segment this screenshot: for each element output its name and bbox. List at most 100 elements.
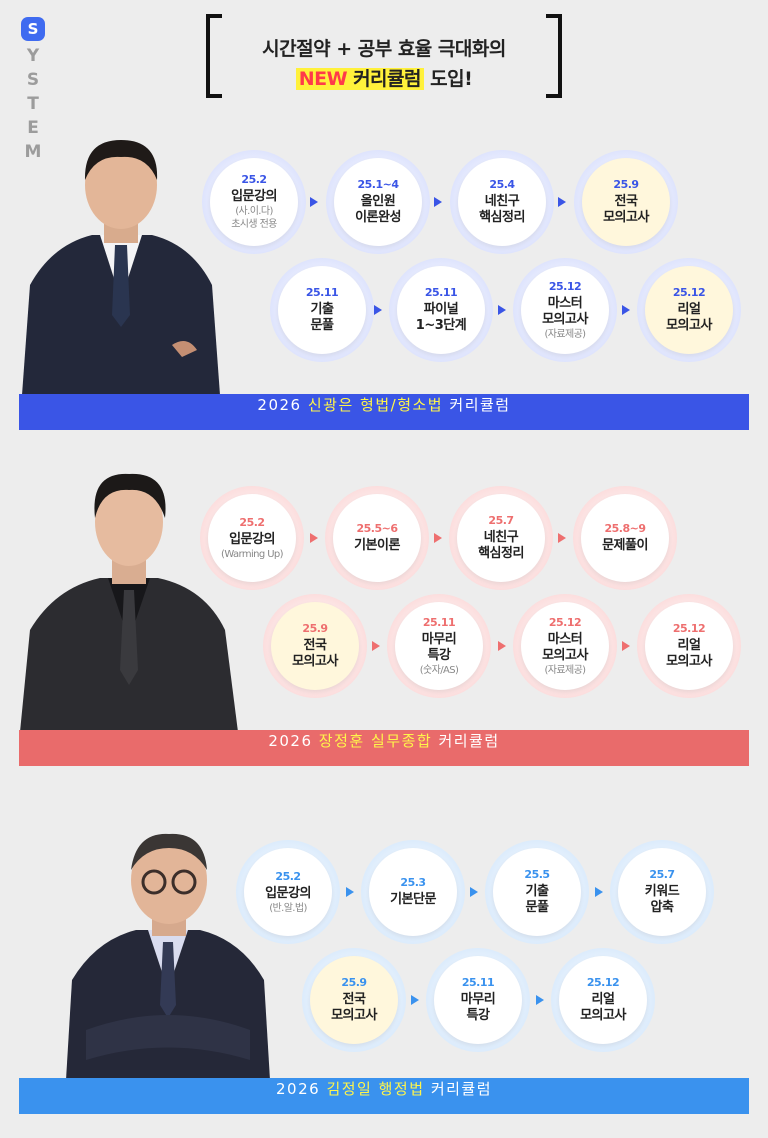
step-title: 파이널 [423,302,459,317]
step-title: 모의고사 [331,1008,377,1023]
step-title: 기본단문 [390,892,436,907]
step-circle: 25.7 키워드 압축 [610,840,714,944]
step-title: 마스터 [547,295,583,311]
step-title: 특강 [466,1008,490,1023]
step-title: 올인원 [360,194,396,209]
step-title: 모의고사 [666,654,712,669]
system-letter: S [26,70,40,90]
banner-course-name: 신광은 형법/형소법 [307,396,444,414]
step-title: 모의고사 [292,654,338,669]
step-title: 모의고사 [580,1008,626,1023]
step-circle: 25.11 마무리 특강 [426,948,530,1052]
step-title: 마스터 [547,631,583,647]
step-sub: (사.이.다) [235,206,273,217]
banner-suffix: 커리큘럼 [449,396,511,414]
curriculum-label: 커리큘럼 [350,68,424,90]
step-circle: 25.11 마무리 특강 (숫자/AS) [387,594,491,698]
banner-year: 2026 [257,396,302,414]
step-sub: (Warming Up) [221,548,284,560]
step-date: 25.9 [302,622,328,635]
step-title: 1~3단계 [415,318,467,333]
step-sub: (숫자/AS) [419,664,459,676]
banner-jang: 2026 장정훈 실무종합 커리큘럼 [19,730,749,766]
banner-year: 2026 [275,1080,321,1098]
step-date: 25.9 [341,976,367,989]
step-title: 마무리 [421,631,457,647]
system-letter: M [24,142,42,162]
step-circle: 25.5 기출 문풀 [485,840,589,944]
step-title: 압축 [650,900,674,915]
step-title: 특강 [427,647,451,663]
step-title: 키워드 [644,884,680,899]
new-label: NEW [295,68,351,90]
step-date: 25.2 [275,869,301,883]
step-title: 리얼 [677,302,701,317]
step-title: 문풀 [525,900,549,915]
arrow-icon [622,641,630,651]
step-title: 전국 [303,638,327,653]
step-title: 문풀 [310,318,334,333]
step-circle: 25.8~9 문제풀이 [573,486,677,590]
instructor-photo-2 [20,470,238,732]
step-title: 전국 [342,992,366,1007]
arrow-icon [310,533,318,543]
arrow-icon [558,197,566,207]
step-title: 네친구 [484,194,520,209]
step-circle: 25.12 리얼 모의고사 [637,258,741,362]
banner-course-name: 장정훈 실무종합 [318,732,433,750]
arrow-icon [595,887,603,897]
right-bracket [546,14,562,98]
step-title: 리얼 [591,992,615,1007]
instructor-photo-1 [22,135,220,395]
step-circle: 25.9 전국 모의고사 [574,150,678,254]
step-title: 마무리 [460,992,496,1007]
step-circle: 25.1~4 올인원 이론완성 [326,150,430,254]
step-title: 전국 [614,194,638,209]
step-date: 25.12 [672,622,706,635]
arrow-icon [434,197,442,207]
step-title: 입문강의 [265,885,311,901]
step-circle: 25.3 기본단문 [361,840,465,944]
arrow-icon [372,641,380,651]
step-circle: 25.2 입문강의 (Warming Up) [200,486,304,590]
step-date: 25.11 [424,286,458,299]
arrow-icon [434,533,442,543]
step-title: 기본이론 [354,538,400,553]
arrow-icon [498,641,506,651]
step-circle: 25.12 마스터 모의고사 (자료제공) [513,258,617,362]
step-circle: 25.2 입문강의 (반.알.법) [236,840,340,944]
step-title: 기출 [310,302,334,317]
step-date: 25.11 [461,976,495,989]
banner-shin: 2026 신광은 형법/형소법 커리큘럼 [19,394,749,430]
system-letter: Y [26,46,40,66]
step-date: 25.1~4 [357,178,399,191]
step-title: 네친구 [483,530,519,545]
step-date: 25.5~6 [356,522,398,535]
step-date: 25.5 [524,868,550,881]
step-date: 25.2 [239,515,265,529]
headline-line1: 시간절약 + 공부 효율 극대화의 [262,38,506,60]
arrow-icon [558,533,566,543]
step-sub: (반.알.법) [269,902,307,914]
system-s-badge: S [21,17,45,41]
step-title: 입문강의 [231,189,277,204]
step-date: 25.2 [241,173,267,186]
step-date: 25.4 [489,178,515,191]
system-letter: T [27,94,39,114]
arrow-icon [498,305,506,315]
step-date: 25.12 [672,286,706,299]
step-title: 문제풀이 [602,538,648,553]
instructor-photo-3 [66,830,270,1080]
headline-line2: NEW 커리큘럼 도입! [206,64,562,91]
step-date: 25.11 [305,286,339,299]
step-title: 모의고사 [542,647,588,663]
step-title: 핵심정리 [478,546,524,561]
step-circle: 25.11 파이널 1~3단계 [389,258,493,362]
step-circle: 25.9 전국 모의고사 [302,948,406,1052]
step-circle: 25.11 기출 문풀 [270,258,374,362]
step-circle: 25.9 전국 모의고사 [263,594,367,698]
step-circle: 25.12 리얼 모의고사 [551,948,655,1052]
arrow-icon [411,995,419,1005]
step-date: 25.12 [586,976,620,989]
banner-kim: 2026 김정일 행정법 커리큘럼 [19,1078,749,1114]
